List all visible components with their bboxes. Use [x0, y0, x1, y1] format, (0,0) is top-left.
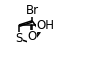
Text: Br: Br — [26, 4, 39, 17]
Text: OH: OH — [37, 19, 55, 32]
Text: S: S — [15, 32, 23, 45]
Text: O: O — [27, 30, 36, 43]
